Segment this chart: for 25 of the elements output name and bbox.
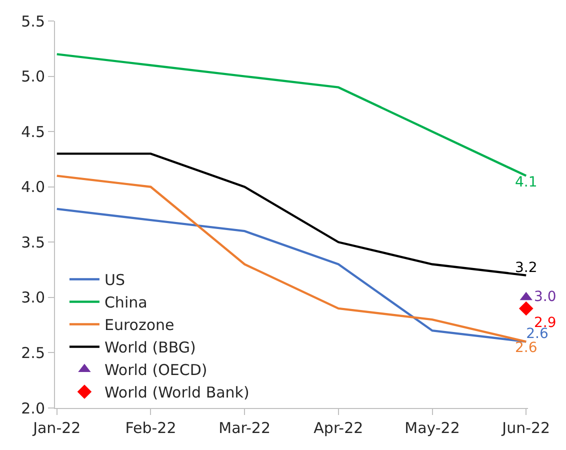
y-tick-label: 2.0 [21, 399, 45, 418]
legend-label: China [104, 294, 148, 312]
legend-label: World (BBG) [104, 338, 196, 357]
data-label: 3.0 [534, 288, 556, 305]
legend-label: World (OECD) [104, 361, 208, 380]
legend-label: US [104, 271, 125, 290]
y-tick-label: 5.5 [21, 12, 45, 30]
legend-label: Eurozone [104, 316, 174, 334]
y-tick-label: 4.0 [21, 178, 45, 196]
data-label: 2.6 [514, 340, 538, 356]
data-label: 3.2 [514, 260, 538, 276]
legend-label: World (World Bank) [104, 384, 250, 402]
x-tick-label: Feb-22 [125, 419, 176, 437]
y-tick-label: 2.5 [21, 344, 45, 362]
y-tick-label: 3.5 [21, 233, 45, 252]
data-label: 4.1 [514, 174, 538, 190]
x-tick-label: May-22 [404, 419, 460, 437]
y-tick-label: 5.0 [21, 68, 45, 86]
y-tick-label: 3.0 [21, 288, 45, 307]
line-series [56, 53, 528, 177]
x-tick-label: Jun-22 [501, 419, 550, 437]
y-tick-label: 4.5 [21, 122, 45, 141]
x-tick-label: Jan-22 [32, 419, 81, 437]
x-tick-label: Mar-22 [218, 419, 270, 437]
x-tick-label: Apr-22 [314, 419, 364, 437]
